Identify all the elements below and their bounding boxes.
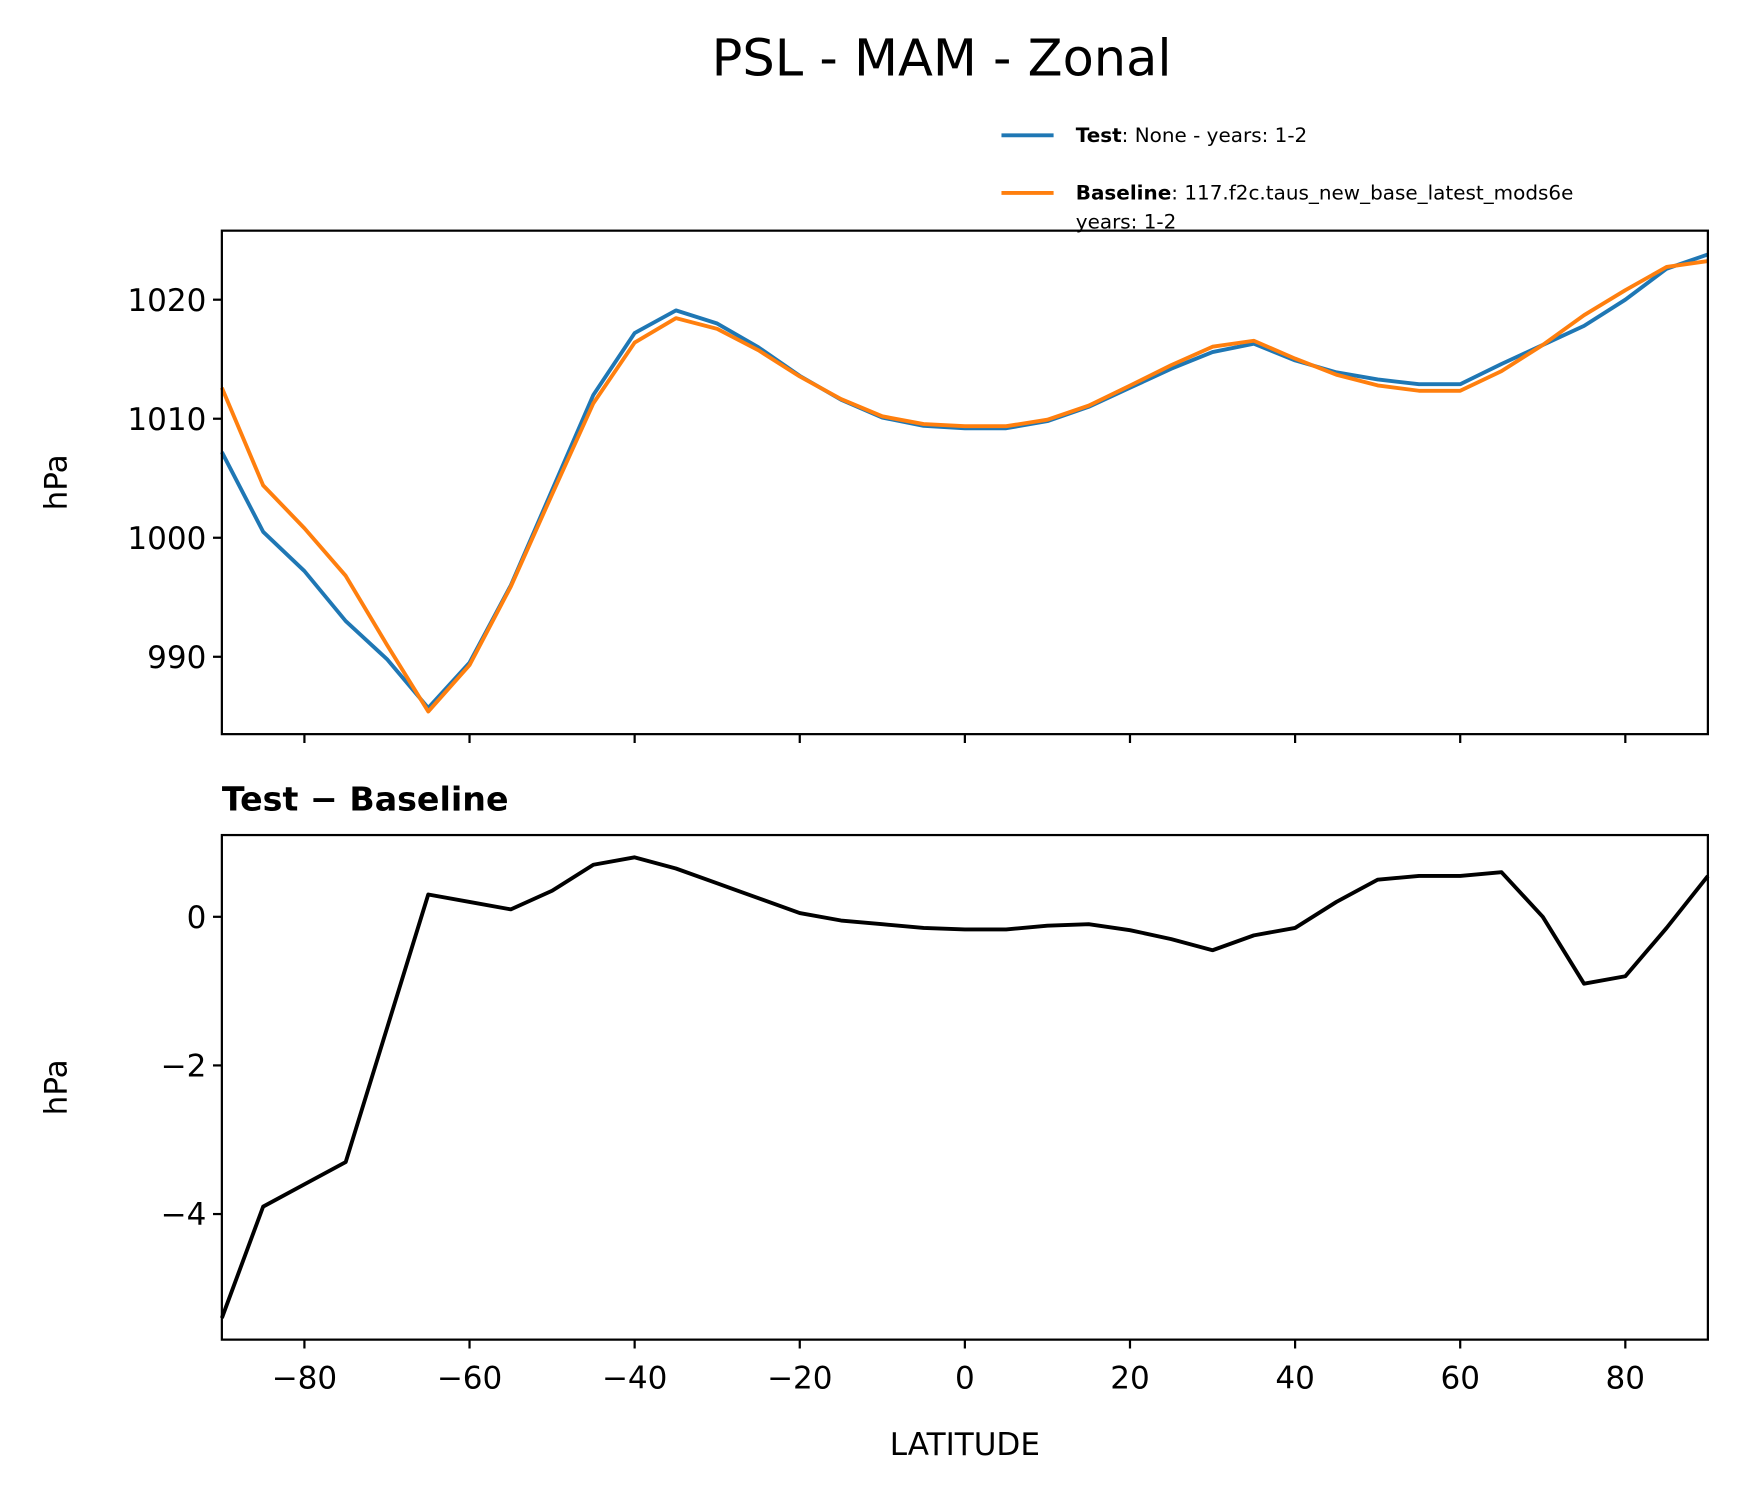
data-line <box>220 252 1709 710</box>
data-line <box>220 259 1709 714</box>
x-axis-label: LATITUDE <box>890 1427 1040 1463</box>
x-tick-label: −20 <box>767 1360 833 1396</box>
figure-title: PSL - MAM - Zonal <box>712 29 1172 88</box>
legend-name: Baseline <box>1076 181 1172 205</box>
legend-name: Test <box>1076 123 1122 147</box>
y-tick-label: 0 <box>187 900 207 936</box>
x-tick-label: 0 <box>955 1360 975 1396</box>
legend-text: : None - years: 1-2 <box>1122 123 1308 147</box>
subplot-title: Test − Baseline <box>222 780 509 819</box>
y-tick-label: −4 <box>161 1197 207 1233</box>
y-axis-label: hPa <box>39 454 75 510</box>
x-tick-label: −60 <box>437 1360 503 1396</box>
x-tick-label: 20 <box>1110 1360 1150 1396</box>
y-tick-label: 1020 <box>127 283 206 319</box>
x-tick-label: 60 <box>1440 1360 1480 1396</box>
legend-text: years: 1-2 <box>1076 209 1177 233</box>
axes-frame <box>220 833 1709 1341</box>
legend-text: : 117.f2c.taus_new_base_latest_mods6e <box>1171 181 1573 205</box>
y-axis-label: hPa <box>39 1059 75 1115</box>
y-tick-label: 1010 <box>127 402 206 438</box>
y-tick-label: 990 <box>147 640 206 676</box>
legend-label: Baseline: 117.f2c.taus_new_base_latest_m… <box>1076 181 1574 234</box>
y-tick-label: 1000 <box>127 521 206 557</box>
x-tick-label: −40 <box>602 1360 668 1396</box>
axes-frame <box>220 229 1709 736</box>
x-tick-label: 40 <box>1275 1360 1315 1396</box>
data-line <box>220 855 1710 1319</box>
y-tick-label: −2 <box>161 1049 207 1085</box>
legend-label: Test: None - years: 1-2 <box>1076 123 1308 147</box>
x-tick-label: 80 <box>1606 1360 1646 1396</box>
x-tick-label: −80 <box>272 1360 338 1396</box>
